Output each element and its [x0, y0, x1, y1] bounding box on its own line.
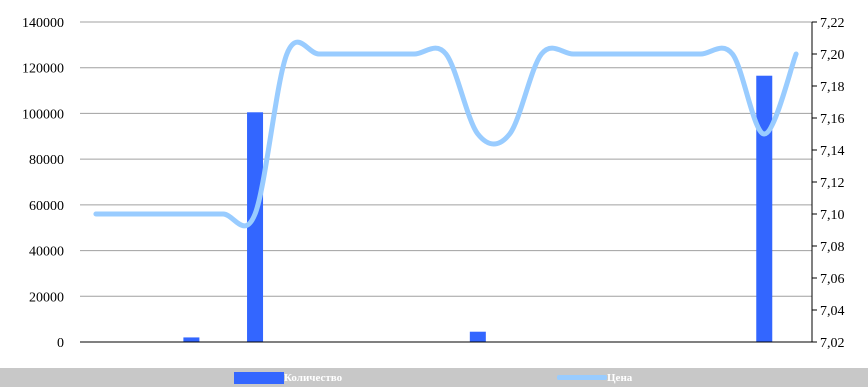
legend-swatch-line [557, 375, 607, 380]
grid-lines [80, 21, 812, 297]
right-tick-label-7: 7,16 [820, 112, 845, 127]
bar-4 [183, 337, 200, 342]
left-tick-label-7: 140000 [22, 16, 64, 31]
left-tick-label-6: 120000 [22, 62, 64, 77]
right-tick-label-0: 7,02 [820, 336, 845, 351]
right-axis-tick-labels: 7,02 7,04 7,06 7,08 7,10 7,12 7,14 7,16 7,18 7,20… [820, 16, 845, 351]
bar-series-kolichestvo [87, 75, 805, 343]
right-tick-label-9: 7,20 [820, 48, 845, 63]
axes [80, 21, 817, 343]
bar-13 [469, 331, 486, 342]
right-tick-label-8: 7,18 [820, 80, 845, 95]
right-tick-label-3: 7,08 [820, 240, 845, 255]
combo-chart: 020000400006000080000100000120000140000 … [22, 16, 845, 351]
legend-item-tsena: Цена [557, 368, 632, 387]
bar-6 [247, 112, 264, 343]
left-tick-label-4: 80000 [29, 153, 64, 168]
line-series-tsena [93, 39, 799, 229]
legend-label-tsena: Цена [607, 371, 633, 384]
price-line [93, 39, 799, 229]
right-tick-label-10: 7,22 [820, 16, 845, 31]
left-tick-label-3: 60000 [29, 199, 64, 214]
legend-swatch-bar [234, 371, 284, 384]
left-axis-tick-labels: 0 20000 40000 60000 80000 100000 120000 140000 [22, 16, 64, 351]
left-tick-label-5: 100000 [22, 107, 64, 122]
legend: Количество Цена [0, 368, 868, 387]
right-tick-label-4: 7,10 [820, 208, 845, 223]
right-tick-label-6: 7,14 [820, 144, 845, 159]
legend-item-kolichestvo: Количество [234, 368, 342, 387]
left-tick-label-0: 0 [57, 336, 64, 351]
right-tick-label-5: 7,12 [820, 176, 845, 191]
right-tick-label-2: 7,06 [820, 272, 845, 287]
left-tick-label-1: 20000 [29, 290, 64, 305]
bar-22 [756, 75, 773, 342]
right-tick-label-1: 7,04 [820, 304, 845, 319]
legend-label-kolichestvo: Количество [284, 371, 343, 384]
left-tick-label-2: 40000 [29, 245, 64, 260]
